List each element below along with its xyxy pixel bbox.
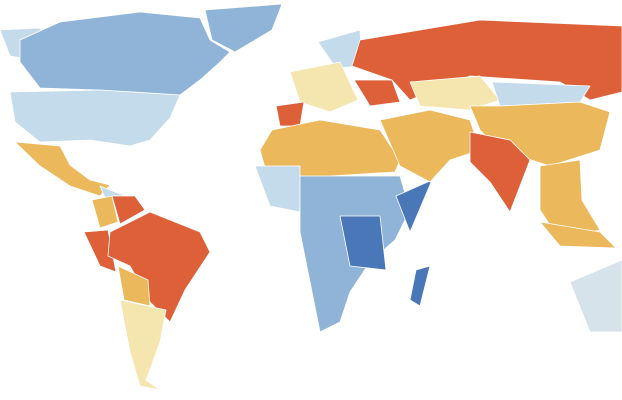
west-africa — [254, 165, 301, 213]
brazil — [107, 211, 211, 323]
western-europe — [289, 61, 359, 113]
greenland — [204, 3, 283, 53]
usa — [9, 89, 181, 147]
india — [469, 131, 531, 213]
canada — [19, 11, 231, 96]
venezuela — [111, 195, 146, 225]
madagascar — [409, 265, 431, 307]
southern-cone — [119, 299, 167, 391]
ukraine — [353, 79, 401, 107]
kazakhstan — [409, 75, 501, 111]
australia — [569, 259, 622, 333]
peru — [83, 229, 117, 273]
russia — [351, 19, 622, 101]
mexico — [14, 141, 111, 197]
bolivia — [117, 265, 151, 307]
middle-east — [379, 109, 481, 183]
spain — [275, 101, 305, 127]
congo — [339, 215, 387, 271]
colombia — [91, 195, 119, 229]
somalia — [395, 179, 433, 233]
indonesia — [539, 221, 617, 249]
southeast-asia — [539, 159, 601, 241]
